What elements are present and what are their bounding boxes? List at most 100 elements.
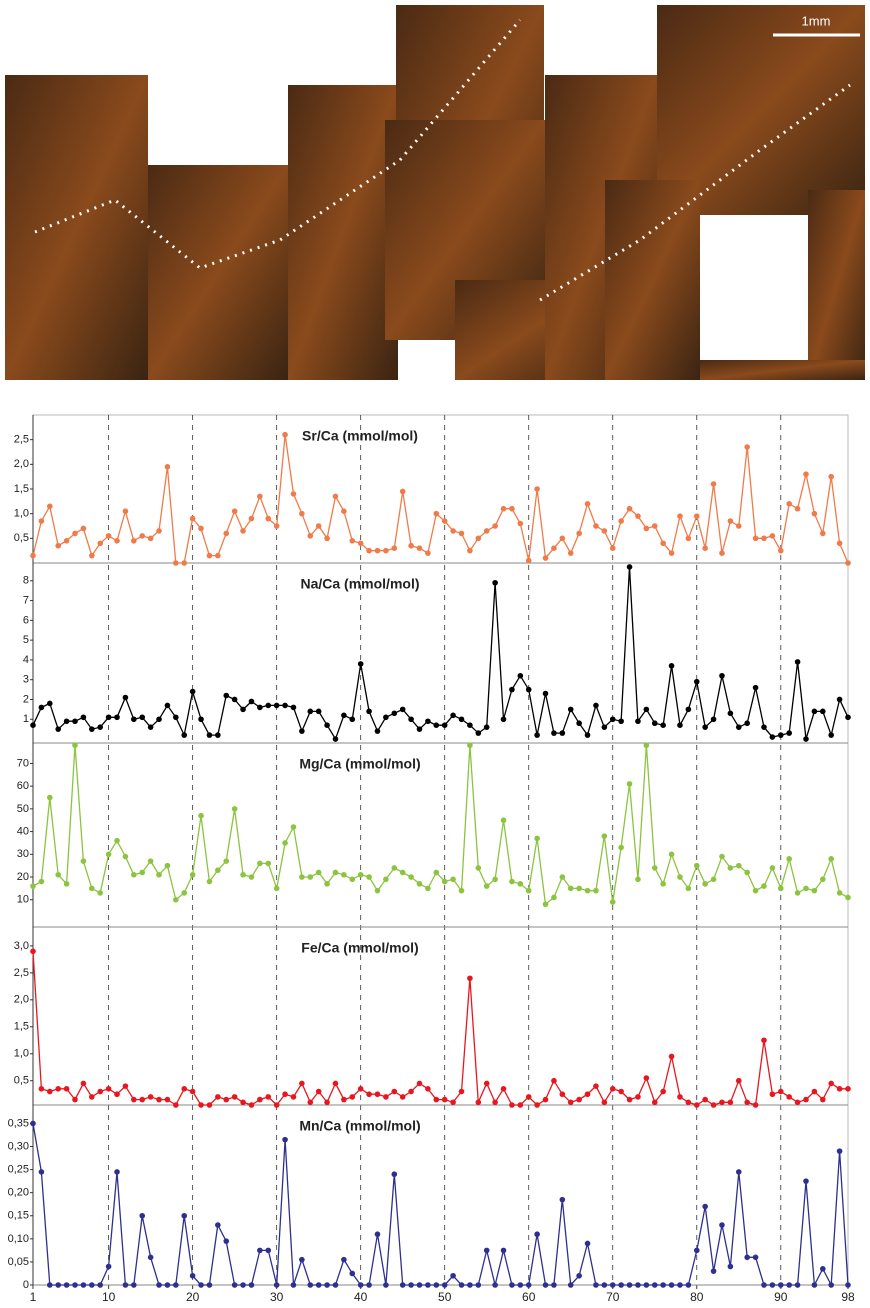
data-point xyxy=(744,1099,750,1106)
data-point xyxy=(551,894,557,901)
series-line xyxy=(32,951,848,1106)
data-point xyxy=(458,887,465,894)
data-point xyxy=(357,871,364,878)
data-point xyxy=(735,1169,742,1175)
data-point xyxy=(727,710,734,717)
y-tick-label: 2 xyxy=(23,693,29,705)
data-point xyxy=(425,550,431,556)
data-point xyxy=(660,881,666,887)
data-point xyxy=(315,708,322,715)
y-tick-label: 0,05 xyxy=(8,1256,29,1268)
data-point xyxy=(836,696,843,703)
y-tick-label: 0,20 xyxy=(8,1187,29,1199)
data-point xyxy=(299,728,305,734)
data-point xyxy=(248,1282,255,1288)
data-point xyxy=(315,523,322,529)
data-point xyxy=(265,1094,272,1100)
data-point xyxy=(80,525,87,532)
data-point xyxy=(198,812,204,819)
data-point xyxy=(55,871,62,878)
data-point xyxy=(567,1282,574,1288)
data-point xyxy=(147,858,154,864)
data-point xyxy=(223,692,230,699)
data-point xyxy=(399,706,406,713)
data-point xyxy=(374,1231,381,1238)
data-point xyxy=(131,871,137,878)
data-point xyxy=(89,552,95,559)
data-point xyxy=(559,730,566,736)
data-point xyxy=(72,530,78,537)
data-point xyxy=(265,515,272,522)
data-point xyxy=(282,702,288,709)
data-point xyxy=(794,505,801,512)
data-point xyxy=(265,1247,272,1254)
data-point xyxy=(702,881,708,887)
data-point xyxy=(156,871,162,878)
data-point xyxy=(198,1282,204,1288)
data-point xyxy=(828,1282,834,1288)
data-point xyxy=(702,545,708,551)
data-point xyxy=(677,874,683,880)
data-point xyxy=(248,1102,255,1108)
data-point xyxy=(265,702,272,709)
data-point xyxy=(677,513,683,519)
data-point xyxy=(273,702,280,709)
x-tick-label: 90 xyxy=(774,1290,788,1304)
data-point xyxy=(147,1094,154,1100)
data-point xyxy=(643,706,650,713)
data-point xyxy=(97,724,104,730)
data-point xyxy=(693,678,700,685)
data-point xyxy=(156,716,162,723)
data-point xyxy=(752,1254,759,1261)
data-point xyxy=(618,844,624,851)
data-point xyxy=(819,708,826,715)
data-point xyxy=(584,501,591,507)
data-point xyxy=(551,1077,557,1084)
data-point xyxy=(441,878,448,885)
data-point xyxy=(89,726,95,732)
scale-label: 1mm xyxy=(802,13,831,28)
data-point xyxy=(240,1282,246,1288)
data-point xyxy=(576,885,582,892)
data-point xyxy=(374,547,381,554)
data-point xyxy=(38,1169,45,1175)
data-point xyxy=(845,1282,851,1288)
data-point xyxy=(105,533,112,539)
data-point xyxy=(122,508,129,514)
data-point xyxy=(290,1094,297,1100)
data-point xyxy=(525,557,532,564)
data-point xyxy=(819,1096,826,1103)
data-point xyxy=(584,887,591,894)
data-point xyxy=(601,1282,608,1288)
data-point xyxy=(425,1086,431,1092)
data-point xyxy=(761,1282,767,1288)
data-point xyxy=(299,874,305,880)
data-point xyxy=(215,552,221,559)
data-point xyxy=(660,1088,666,1095)
data-point xyxy=(47,1088,53,1095)
data-point xyxy=(231,1282,238,1288)
y-tick-label: 3,0 xyxy=(14,940,29,952)
data-point xyxy=(408,1088,414,1095)
x-tick-label: 70 xyxy=(606,1290,620,1304)
data-point xyxy=(383,1282,389,1288)
data-point xyxy=(425,1282,431,1288)
data-point xyxy=(492,1099,498,1106)
data-point xyxy=(63,718,70,725)
data-point xyxy=(215,867,221,874)
data-point xyxy=(576,530,582,537)
data-point xyxy=(777,547,784,554)
data-point xyxy=(181,1212,188,1219)
y-tick-label: 0,5 xyxy=(14,532,29,544)
data-point xyxy=(458,716,465,723)
data-point xyxy=(794,659,801,665)
data-point xyxy=(845,894,851,901)
data-point xyxy=(257,860,263,867)
data-point xyxy=(584,732,591,738)
data-point xyxy=(416,726,423,732)
data-point xyxy=(206,552,213,559)
data-point xyxy=(315,1282,322,1288)
data-point xyxy=(399,1282,406,1288)
data-point xyxy=(651,1099,658,1106)
